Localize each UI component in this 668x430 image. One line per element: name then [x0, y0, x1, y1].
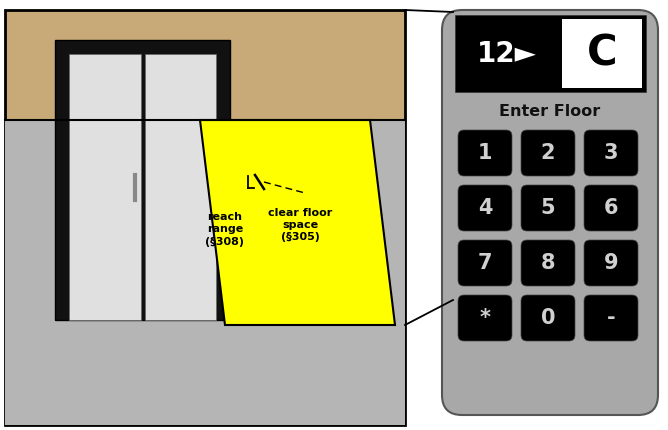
Bar — [69, 54, 140, 320]
FancyBboxPatch shape — [442, 10, 658, 415]
Text: *: * — [480, 308, 490, 328]
Text: 8: 8 — [541, 253, 555, 273]
Text: C: C — [587, 33, 617, 74]
Text: -: - — [607, 308, 615, 328]
Text: 0: 0 — [541, 308, 555, 328]
Text: 9: 9 — [604, 253, 619, 273]
FancyBboxPatch shape — [584, 295, 638, 341]
Bar — [562, 19, 642, 88]
Text: 6: 6 — [604, 198, 619, 218]
FancyBboxPatch shape — [458, 240, 512, 286]
Text: reach
range
(§308): reach range (§308) — [206, 212, 244, 247]
Bar — [144, 54, 216, 320]
FancyBboxPatch shape — [584, 185, 638, 231]
FancyBboxPatch shape — [584, 240, 638, 286]
Bar — [55, 40, 230, 320]
FancyBboxPatch shape — [584, 130, 638, 176]
Bar — [5, 120, 405, 425]
Bar — [5, 10, 405, 425]
Text: 7: 7 — [478, 253, 492, 273]
Text: 2: 2 — [541, 143, 555, 163]
Polygon shape — [200, 120, 395, 325]
FancyBboxPatch shape — [521, 240, 575, 286]
FancyBboxPatch shape — [521, 185, 575, 231]
FancyBboxPatch shape — [458, 130, 512, 176]
Bar — [305, 178, 327, 208]
Text: 5: 5 — [540, 198, 555, 218]
Text: 3: 3 — [604, 143, 619, 163]
FancyBboxPatch shape — [458, 185, 512, 231]
Text: 4: 4 — [478, 198, 492, 218]
FancyBboxPatch shape — [521, 295, 575, 341]
Text: 12►: 12► — [476, 40, 536, 68]
Text: clear floor
space
(§305): clear floor space (§305) — [268, 208, 332, 243]
Bar — [455, 15, 646, 92]
FancyBboxPatch shape — [458, 295, 512, 341]
Text: Enter Floor: Enter Floor — [500, 104, 601, 120]
FancyBboxPatch shape — [521, 130, 575, 176]
Text: 1: 1 — [478, 143, 492, 163]
